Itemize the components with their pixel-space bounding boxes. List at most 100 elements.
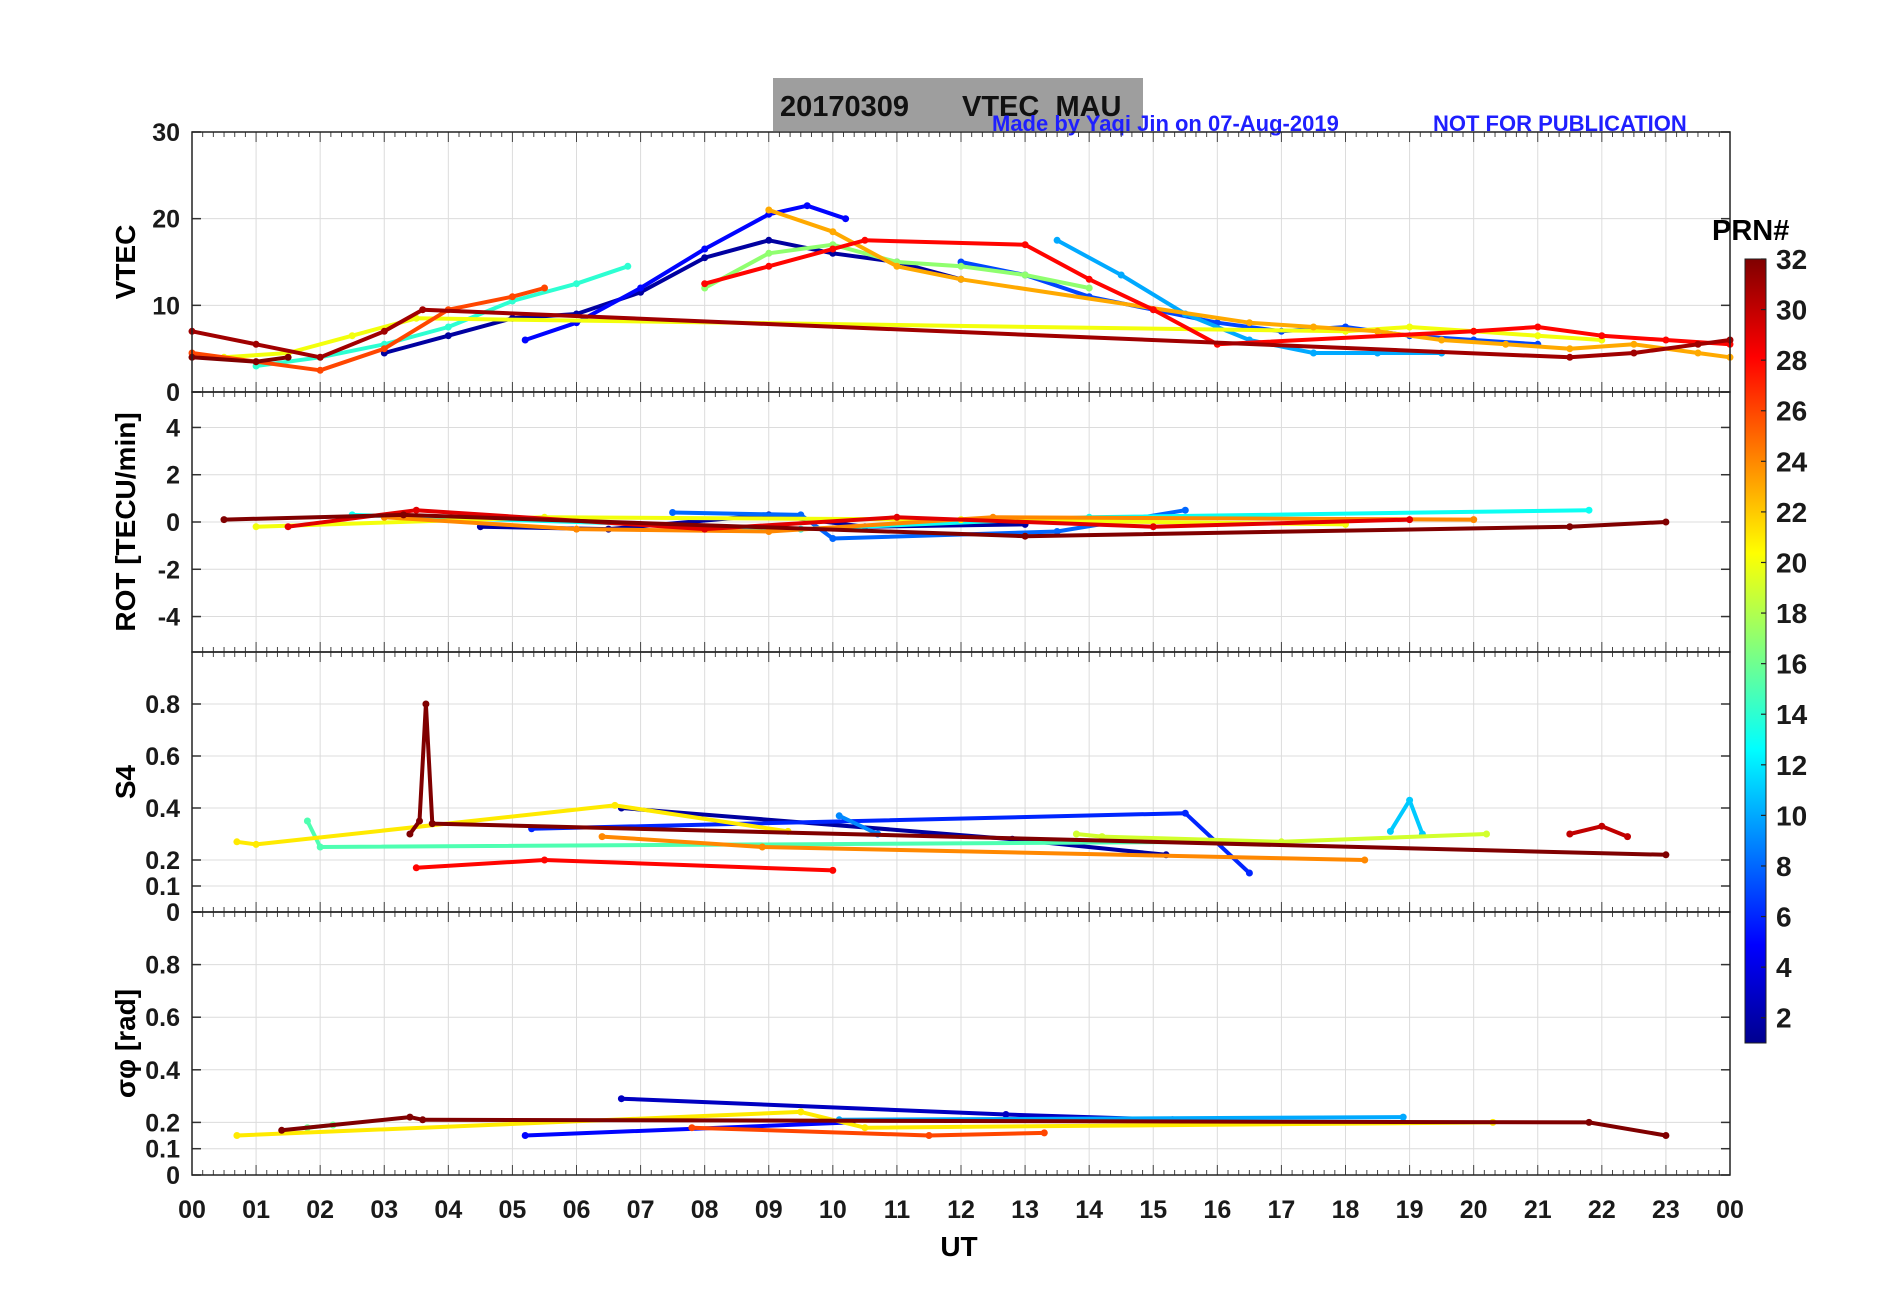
data-point: [1085, 275, 1093, 283]
data-point: [1694, 340, 1702, 348]
y-axis-label-s4: S4: [110, 764, 141, 799]
data-point: [1374, 327, 1381, 335]
data-point: [541, 284, 548, 292]
data-point: [1053, 528, 1061, 535]
data-point: [1534, 332, 1542, 340]
data-point: [803, 202, 811, 210]
data-point: [252, 840, 260, 848]
x-tick-label: 14: [1075, 1196, 1103, 1224]
x-tick-label: 12: [947, 1196, 975, 1224]
data-point: [925, 1132, 933, 1139]
series-line-prn-30: [1567, 824, 1630, 839]
x-tick-label: 16: [1203, 1196, 1231, 1224]
data-point: [428, 820, 436, 828]
data-point: [1662, 336, 1670, 344]
y-tick-label: 10: [152, 292, 180, 320]
data-point: [1585, 506, 1593, 514]
data-point: [508, 293, 516, 301]
data-point: [1021, 532, 1029, 540]
data-point: [1406, 796, 1414, 804]
colorbar-tick-label: 18: [1776, 598, 1807, 629]
data-point: [444, 323, 452, 331]
colorbar-tick-label: 8: [1776, 851, 1792, 882]
series-line-prn-9: [837, 813, 880, 836]
x-axis-label: UT: [940, 1231, 977, 1262]
data-point: [765, 206, 773, 214]
data-point: [1662, 1132, 1670, 1139]
data-point: [1630, 340, 1638, 348]
y-tick-label: 4: [166, 414, 180, 442]
data-point: [1149, 306, 1157, 314]
data-point: [422, 700, 430, 708]
data-point: [1662, 518, 1670, 526]
data-point: [278, 1126, 286, 1134]
data-point: [957, 275, 965, 283]
data-point: [701, 525, 709, 533]
data-point: [797, 511, 805, 519]
data-point: [1181, 809, 1189, 817]
y-tick-label: 0.2: [145, 847, 180, 875]
data-point: [758, 843, 766, 851]
data-point: [1002, 1111, 1010, 1118]
data-point: [1406, 323, 1414, 331]
data-point: [1310, 349, 1317, 357]
data-point: [1694, 349, 1702, 357]
data-point: [1072, 830, 1080, 838]
data-point: [252, 523, 260, 531]
data-point: [624, 262, 632, 270]
data-point: [252, 340, 260, 348]
y-tick-label: 0.1: [145, 1136, 180, 1164]
colorbar-tick-label: 14: [1776, 699, 1808, 730]
data-point: [419, 1116, 427, 1124]
data-point: [1566, 345, 1574, 353]
data-point: [701, 245, 709, 253]
data-point: [303, 817, 311, 825]
data-point: [765, 249, 773, 257]
series-line-prn-11: [1388, 798, 1425, 836]
data-point: [861, 236, 869, 244]
data-point: [406, 1113, 414, 1121]
colorbar-tick-label: 10: [1776, 800, 1807, 831]
x-tick-label: 18: [1332, 1196, 1360, 1224]
data-point: [521, 336, 529, 344]
data-point: [1021, 271, 1029, 279]
colorbar-tick-label: 28: [1776, 345, 1807, 376]
x-tick-label: 20: [1460, 1196, 1488, 1224]
x-tick-label: 10: [819, 1196, 847, 1224]
data-point: [893, 513, 901, 521]
data-point: [412, 506, 420, 514]
colorbar-tick-label: 26: [1776, 396, 1807, 427]
data-point: [829, 228, 837, 236]
data-point: [1566, 523, 1574, 531]
data-point: [598, 833, 606, 841]
x-tick-label: 01: [242, 1196, 270, 1224]
y-tick-label: 0.4: [145, 795, 180, 823]
x-tick-label: 15: [1139, 1196, 1167, 1224]
data-point: [1399, 1113, 1407, 1121]
data-point: [617, 1095, 625, 1103]
x-tick-labels: 00 01 02 03 04 05 06 07 08 09 10 11 12 13 14 15 16 17 18 19…: [178, 1196, 1744, 1224]
title-banner: [773, 78, 1143, 131]
data-point: [412, 864, 420, 872]
y-tick-label: 0.6: [145, 1004, 180, 1032]
y-tick-label: 0: [166, 509, 180, 537]
x-tick-label: 21: [1524, 1196, 1552, 1224]
colorbar-tick-label: 12: [1776, 750, 1807, 781]
data-point: [1470, 516, 1478, 524]
data-point: [1406, 516, 1414, 524]
data-point: [1662, 851, 1670, 859]
data-point: [1438, 336, 1446, 344]
banner-date: 20170309: [780, 91, 909, 123]
data-point: [829, 245, 837, 253]
data-point: [233, 838, 241, 846]
panel-s4: 00.10.2 0.4 0.6 0.8 S4: [110, 651, 1731, 927]
data-point: [701, 280, 709, 288]
data-point: [233, 1132, 241, 1139]
series-line-prn-20: [254, 515, 1348, 529]
panel-vtec: 0 10 20 30 VTEC: [110, 119, 1734, 407]
colorbar-tick-label: 30: [1776, 295, 1807, 326]
series-line-prn-32: [407, 702, 1668, 857]
data-point: [1483, 830, 1490, 838]
